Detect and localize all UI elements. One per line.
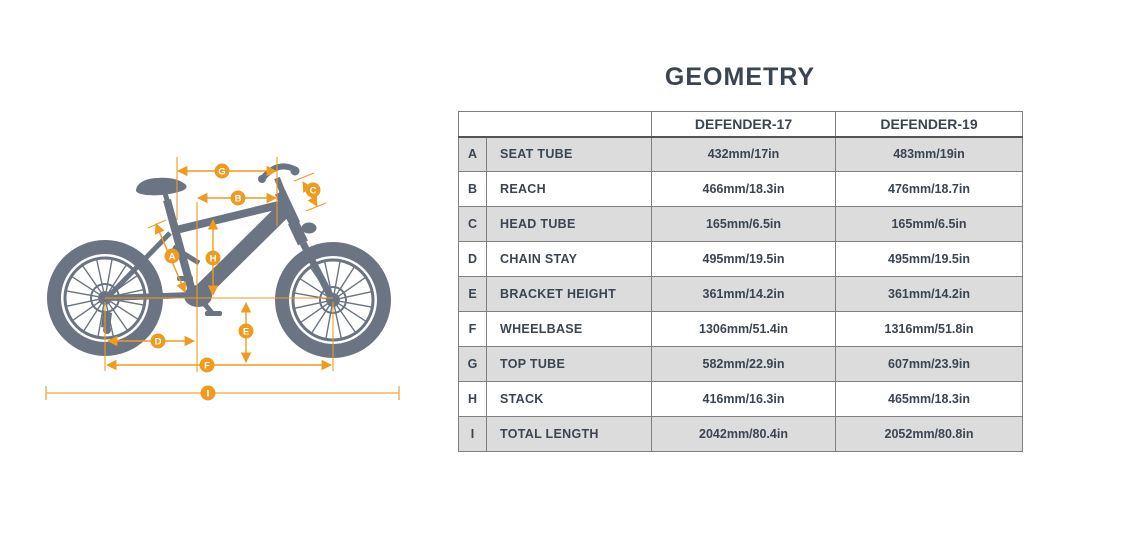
- row-value-defender-17: 361mm/14.2in: [651, 276, 836, 312]
- row-value-defender-17: 432mm/17in: [651, 136, 836, 172]
- row-value-defender-17: 165mm/6.5in: [651, 206, 836, 242]
- row-value-defender-19: 361mm/14.2in: [835, 276, 1023, 312]
- row-label: WHEELBASE: [486, 311, 652, 347]
- headlight-icon: [301, 222, 317, 234]
- column-header-defender-17: DEFENDER-17: [651, 111, 836, 138]
- row-value-defender-17: 466mm/18.3in: [651, 171, 836, 207]
- dim-line-wheelbase-F: [104, 302, 334, 371]
- row-key: G: [458, 346, 487, 382]
- row-value-defender-17: 416mm/16.3in: [651, 381, 836, 417]
- svg-text:E: E: [243, 327, 249, 338]
- row-value-defender-19: 1316mm/51.8in: [835, 311, 1023, 347]
- badge-I-icon: I: [200, 385, 216, 401]
- badge-G-icon: G: [214, 163, 230, 179]
- row-value-defender-17: 2042mm/80.4in: [651, 416, 836, 452]
- row-value-defender-17: 1306mm/51.4in: [651, 311, 836, 347]
- badge-D-icon: D: [150, 333, 166, 349]
- saddle-icon: [136, 177, 187, 196]
- row-label: BRACKET HEIGHT: [486, 276, 652, 312]
- row-key: I: [458, 416, 487, 452]
- svg-text:H: H: [210, 254, 217, 265]
- row-key: B: [458, 171, 487, 207]
- row-value-defender-19: 495mm/19.5in: [835, 241, 1023, 277]
- table-row: H STACK 416mm/16.3in 465mm/18.3in: [458, 381, 1023, 417]
- geometry-table: DEFENDER-17 DEFENDER-19 A SEAT TUBE 432m…: [458, 111, 1023, 452]
- row-value-defender-19: 465mm/18.3in: [835, 381, 1023, 417]
- badge-B-icon: B: [230, 190, 246, 206]
- dimension-badges: A B C D E F G H I: [150, 163, 321, 401]
- row-key: D: [458, 241, 487, 277]
- bike-geometry-diagram: A B C D E F G H I: [45, 157, 400, 401]
- table-row: D CHAIN STAY 495mm/19.5in 495mm/19.5in: [458, 241, 1023, 277]
- row-value-defender-19: 607mm/23.9in: [835, 346, 1023, 382]
- page-title: GEOMETRY: [664, 63, 816, 91]
- row-label: TOTAL LENGTH: [486, 416, 652, 452]
- badge-C-icon: C: [305, 182, 321, 198]
- row-label: REACH: [486, 171, 652, 207]
- row-label: HEAD TUBE: [486, 206, 652, 242]
- row-label: CHAIN STAY: [486, 241, 652, 277]
- table-row: E BRACKET HEIGHT 361mm/14.2in 361mm/14.2…: [458, 276, 1023, 312]
- row-key: H: [458, 381, 487, 417]
- row-key: F: [458, 311, 487, 347]
- svg-text:D: D: [155, 337, 162, 348]
- table-row: B REACH 466mm/18.3in 476mm/18.7in: [458, 171, 1023, 207]
- row-label: STACK: [486, 381, 652, 417]
- dim-line-total-length-I: [45, 386, 400, 400]
- badge-E-icon: E: [238, 323, 254, 339]
- table-row: A SEAT TUBE 432mm/17in 483mm/19in: [458, 136, 1023, 172]
- table-row: I TOTAL LENGTH 2042mm/80.4in 2052mm/80.8…: [458, 416, 1023, 452]
- row-label: TOP TUBE: [486, 346, 652, 382]
- svg-text:G: G: [218, 167, 225, 178]
- badge-F-icon: F: [199, 357, 215, 373]
- dimension-lines: [45, 157, 400, 400]
- svg-text:C: C: [310, 186, 317, 197]
- svg-text:A: A: [169, 252, 176, 263]
- row-value-defender-17: 495mm/19.5in: [651, 241, 836, 277]
- row-value-defender-19: 476mm/18.7in: [835, 171, 1023, 207]
- badge-H-icon: H: [205, 250, 221, 266]
- row-label: SEAT TUBE: [486, 136, 652, 172]
- table-row: C HEAD TUBE 165mm/6.5in 165mm/6.5in: [458, 206, 1023, 242]
- row-key: C: [458, 206, 487, 242]
- svg-text:F: F: [204, 361, 210, 372]
- row-value-defender-19: 165mm/6.5in: [835, 206, 1023, 242]
- table-header-row: DEFENDER-17 DEFENDER-19: [458, 111, 1023, 138]
- empty-header-cell: [458, 111, 652, 138]
- row-key: A: [458, 136, 487, 172]
- row-value-defender-17: 582mm/22.9in: [651, 346, 836, 382]
- table-row: G TOP TUBE 582mm/22.9in 607mm/23.9in: [458, 346, 1023, 382]
- column-header-defender-19: DEFENDER-19: [835, 111, 1023, 138]
- row-value-defender-19: 483mm/19in: [835, 136, 1023, 172]
- row-key: E: [458, 276, 487, 312]
- row-value-defender-19: 2052mm/80.8in: [835, 416, 1023, 452]
- svg-text:B: B: [235, 194, 242, 205]
- badge-A-icon: A: [164, 248, 180, 264]
- svg-text:I: I: [207, 389, 210, 400]
- table-row: F WHEELBASE 1306mm/51.4in 1316mm/51.8in: [458, 311, 1023, 347]
